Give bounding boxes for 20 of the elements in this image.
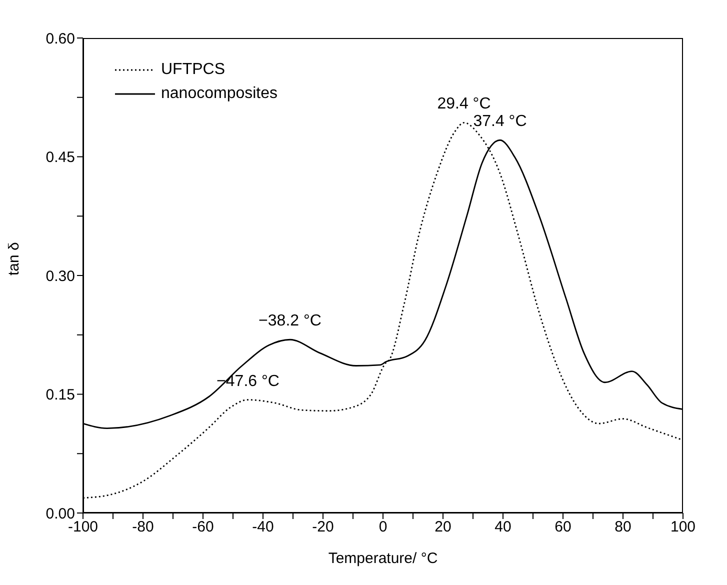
x-axis-title: Temperature/ °C	[328, 550, 438, 567]
x-tick-label: 20	[434, 518, 452, 536]
y-tick-label: 0.15	[46, 386, 75, 404]
annotation: 29.4 °C	[437, 96, 491, 113]
x-tick-label: -40	[252, 518, 274, 536]
x-tick-label: -80	[132, 518, 154, 536]
y-tick-label: 0.60	[46, 30, 75, 48]
x-tick-label: 60	[554, 518, 572, 536]
x-tick-label: -60	[192, 518, 214, 536]
x-tick-label: 100	[670, 518, 696, 536]
x-tick-label: 40	[494, 518, 512, 536]
annotation: 37.4 °C	[473, 113, 527, 130]
y-tick-label: 0.30	[46, 268, 75, 285]
x-tick-label: 0	[378, 518, 388, 536]
x-tick-label: -20	[312, 518, 334, 536]
x-tick-label: 80	[614, 518, 632, 536]
y-tick-label: 0.45	[46, 149, 75, 166]
annotation: −38.2 °C	[258, 312, 322, 330]
legend-label: UFTPCS	[161, 61, 225, 79]
legend-label: nanocomposites	[161, 85, 278, 103]
